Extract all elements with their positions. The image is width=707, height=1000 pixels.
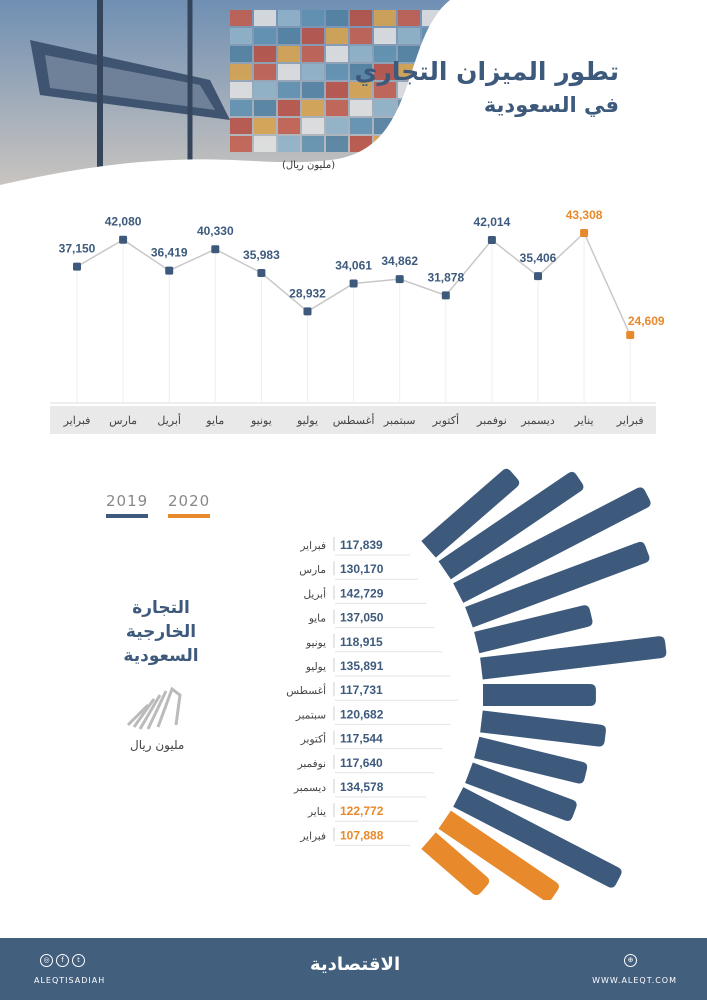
data-label: 34,862 [381, 254, 418, 268]
x-tick-label: فبراير [63, 415, 91, 427]
data-point [119, 235, 128, 244]
data-point [580, 229, 589, 237]
data-label: 43,308 [566, 208, 603, 222]
x-tick-label: يوليو [296, 415, 318, 427]
social-handle[interactable]: ALEQTISADIAH [34, 976, 106, 985]
value-label: 117,640 [340, 756, 383, 770]
data-label: 35,983 [243, 248, 280, 262]
twitter-icon[interactable]: t [72, 954, 85, 967]
month-label: مايو [308, 613, 327, 625]
month-label: أغسطس [286, 683, 326, 697]
value-label: 117,731 [340, 683, 383, 697]
unit-label: (مليون ريال) [282, 160, 336, 171]
data-point [73, 262, 81, 271]
data-label: 37,150 [59, 242, 96, 256]
data-label: 40,330 [197, 224, 234, 238]
month-label: أكتوبر [300, 732, 326, 746]
radial-bar [438, 471, 584, 580]
data-label: 42,080 [105, 215, 142, 229]
radial-bar [480, 710, 606, 747]
trade-title: التجارة الخارجية السعودية [123, 598, 199, 666]
radial-bar [421, 832, 490, 896]
logo: الاقتصادية [310, 954, 401, 975]
radial-bar [474, 605, 593, 654]
money-icon [126, 686, 182, 730]
radial-bar [421, 468, 520, 558]
month-label: سبتمبر [295, 709, 326, 721]
value-label: 137,050 [340, 611, 384, 625]
page-title: تطور الميزان التجاري في السعودية [354, 57, 619, 117]
data-point [257, 268, 266, 277]
radial-bar [480, 636, 667, 680]
x-tick-label: ديسمبر [520, 415, 555, 427]
radial-bar [483, 684, 596, 706]
data-point [534, 272, 542, 281]
x-tick-label: يناير [574, 415, 594, 427]
value-label: 134,578 [340, 780, 384, 794]
value-label: 135,891 [340, 659, 384, 673]
data-point [211, 245, 220, 254]
website-link[interactable]: WWW.ALEQT.COM [592, 976, 677, 985]
month-label: ديسمبر [293, 782, 326, 794]
data-point [441, 291, 450, 300]
value-label: 107,888 [340, 828, 384, 842]
month-label: أبريل [303, 586, 326, 600]
value-label: 120,682 [340, 707, 384, 721]
data-point [626, 331, 635, 340]
value-label: 142,729 [340, 586, 384, 600]
facebook-icon[interactable]: f [56, 954, 69, 967]
x-tick-label: فبراير [616, 415, 644, 427]
hero-photo-containers [0, 0, 450, 185]
data-point [165, 266, 174, 275]
radial-bar [438, 810, 559, 900]
data-label: 34,061 [335, 258, 372, 272]
value-label: 118,915 [340, 635, 383, 649]
month-label: نوفمبر [297, 758, 326, 770]
value-label: 130,170 [340, 562, 384, 576]
data-point [303, 307, 312, 316]
x-tick-label: سبتمبر [383, 415, 416, 427]
data-label: 31,878 [427, 270, 464, 284]
instagram-icon[interactable]: ◎ [40, 954, 53, 967]
data-label: 28,932 [289, 286, 326, 300]
legend-2020: 2020 [168, 492, 211, 518]
data-label: 24,609 [628, 314, 665, 328]
line-chart: 37,150 فبراير 42,080 مارس 36,419 أبريل 40,330 م… [50, 208, 665, 434]
legend-2019: 2019 [106, 492, 149, 518]
globe-icon: ⊕ [624, 954, 637, 967]
month-label: فبراير [299, 540, 326, 552]
data-point [395, 275, 404, 284]
month-label: يوليو [305, 661, 326, 673]
value-label: 122,772 [340, 804, 384, 818]
x-tick-label: يونيو [250, 415, 272, 427]
radial-bar [474, 736, 588, 784]
data-label: 35,406 [520, 251, 557, 265]
footer: ◎ f t ALEQTISADIAH الاقتصادية ⊕ WWW.ALEQ… [0, 938, 707, 1000]
value-label: 117,544 [340, 732, 383, 746]
money-unit-label: مليون ريال [130, 738, 185, 752]
x-tick-label: أبريل [157, 413, 181, 427]
x-tick-label: مارس [109, 415, 137, 427]
radial-bar [453, 487, 651, 603]
x-tick-label: أكتوبر [432, 413, 459, 427]
radial-bar [465, 541, 650, 628]
month-label: مارس [299, 564, 326, 576]
data-label: 42,014 [474, 215, 511, 229]
value-label: 117,839 [340, 538, 383, 552]
data-point [487, 236, 496, 245]
x-tick-label: أغسطس [333, 413, 375, 427]
x-tick-label: مايو [205, 415, 224, 427]
month-label: يناير [307, 806, 326, 818]
data-label: 36,419 [151, 246, 188, 260]
month-label: فبراير [299, 830, 326, 842]
data-point [349, 279, 358, 288]
month-band [50, 406, 656, 434]
radial-bar-chart: 117,839 فبراير 130,170 مارس 142,729 أبريل 137,… [286, 468, 667, 900]
month-label: يونيو [305, 637, 326, 649]
radial-bar [453, 787, 622, 888]
radial-bar [465, 762, 577, 821]
x-tick-label: نوفمبر [476, 415, 507, 427]
